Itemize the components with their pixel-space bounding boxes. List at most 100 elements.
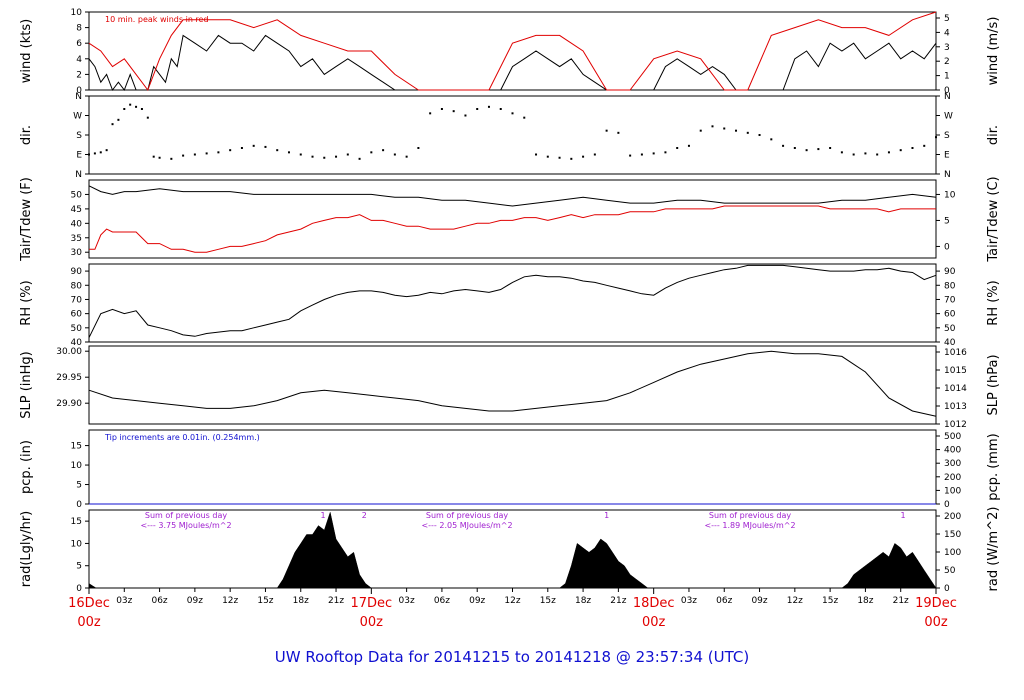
wind-dir-point: [711, 125, 714, 128]
ylabel-right-wind: wind (m/s): [986, 17, 1001, 86]
day-label-time: 00z: [77, 615, 101, 630]
ylabel-left-wind: wind (kts): [19, 19, 34, 83]
hour-tick-label: 12z: [222, 596, 238, 606]
wind-dir-point: [452, 110, 455, 113]
rh-series-0: [88, 264, 937, 338]
left-tick-label: N: [75, 170, 82, 180]
wind-dir-point: [252, 144, 255, 147]
temp-series-1: [89, 205, 936, 253]
right-tick-label: 4: [944, 28, 950, 38]
wind-dir-point: [335, 155, 338, 158]
right-tick-label: N: [944, 170, 951, 180]
wind-dir-point: [93, 152, 96, 155]
wind-dir-point: [535, 153, 538, 156]
wind-dir-point: [758, 134, 761, 136]
wind-dir-point: [105, 149, 108, 152]
day-label-time: 00z: [642, 615, 666, 630]
daily-sum-value: <--- 1.89 MJoules/m^2: [704, 521, 795, 530]
wind-dir-point: [876, 153, 879, 156]
ylabel-left-rh: RH (%): [19, 280, 34, 325]
wind-dir-point: [805, 149, 808, 152]
right-tick-label: 1013: [944, 402, 967, 412]
left-tick-label: 29.90: [56, 399, 82, 409]
wind-dir-point: [193, 153, 196, 156]
wind-dir-point: [464, 114, 467, 117]
wind-dir-point: [546, 155, 549, 158]
wind-dir-point: [382, 149, 385, 152]
hour-tick-label: 21z: [610, 596, 626, 606]
wind-dir-point: [699, 129, 702, 132]
wind-dir-point: [652, 152, 655, 155]
hour-tick-label: 06z: [434, 596, 450, 606]
wind-dir-point: [311, 155, 314, 158]
radiation-peak-mark: 1: [604, 511, 609, 520]
hour-tick-label: 03z: [681, 596, 697, 606]
right-tick-label: S: [944, 131, 950, 141]
wind-dir-point: [664, 151, 667, 154]
wind-dir-point: [746, 131, 749, 134]
day-label-date: 19Dec: [915, 596, 957, 611]
wind-dir-point: [640, 153, 643, 156]
wind-dir-point: [582, 155, 585, 158]
daily-sum-value: <--- 2.05 MJoules/m^2: [421, 521, 512, 530]
wind-dir-point: [299, 153, 302, 156]
wind-dir-point: [770, 138, 773, 141]
ylabel-right-temp: Tair/Tdew (C): [986, 176, 1001, 262]
right-tick-label: 200: [944, 512, 961, 522]
hour-tick-label: 12z: [787, 596, 803, 606]
left-tick-label: N: [75, 92, 82, 102]
ylabel-left-temp: Tair/Tdew (F): [19, 177, 34, 262]
wind-dir-point: [558, 156, 561, 159]
ylabel-left-slp: SLP (inHg): [19, 351, 34, 419]
hour-tick-label: 03z: [116, 596, 132, 606]
left-tick-label: 10: [71, 539, 83, 549]
ylabel-right-rh: RH (%): [986, 280, 1001, 325]
hour-tick-label: 18z: [857, 596, 873, 606]
left-tick-label: 35: [71, 234, 82, 244]
slp-series-0: [88, 350, 937, 417]
annotation-pcp: Tip increments are 0.01in. (0.254mm.): [104, 433, 260, 442]
wind-dir-point: [276, 149, 279, 152]
left-tick-label: 6: [76, 39, 82, 49]
wind-dir-point: [217, 151, 220, 154]
wind-dir-point: [323, 156, 326, 159]
left-tick-label: 60: [71, 310, 83, 320]
right-tick-label: 0: [944, 242, 950, 252]
wind-dir-point: [135, 105, 138, 108]
left-tick-label: 0: [76, 584, 82, 594]
right-tick-label: 10: [944, 190, 956, 200]
wind-dir-point: [440, 108, 443, 110]
hour-tick-label: 15z: [257, 596, 273, 606]
hour-tick-label: 21z: [328, 596, 344, 606]
left-tick-label: W: [73, 112, 82, 122]
radiation-area: [88, 511, 937, 589]
wind-dir-point: [523, 116, 526, 119]
hour-tick-label: 12z: [504, 596, 520, 606]
wind-dir-point: [687, 144, 690, 147]
wind-dir-point: [205, 152, 208, 155]
radiation-peak-mark: 1: [321, 511, 326, 520]
right-tick-label: 70: [944, 295, 956, 305]
right-tick-label: 80: [944, 281, 956, 291]
left-tick-label: 50: [71, 324, 83, 334]
panel-frame-temp: [88, 179, 937, 259]
right-tick-label: 100: [944, 486, 961, 496]
wind-dir-point: [911, 147, 914, 149]
right-tick-label: 400: [944, 446, 961, 456]
left-tick-label: 45: [71, 205, 82, 215]
right-tick-label: W: [944, 112, 953, 122]
left-tick-label: 29.95: [56, 373, 82, 383]
left-tick-label: 0: [76, 86, 82, 96]
wind-dir-point: [405, 155, 408, 158]
wind-dir-point: [417, 147, 420, 149]
hour-tick-label: 15z: [540, 596, 556, 606]
right-tick-label: 40: [944, 338, 956, 348]
right-tick-label: 300: [944, 459, 961, 469]
wind-dir-point: [899, 149, 902, 152]
day-label-time: 00z: [924, 615, 948, 630]
left-tick-label: 2: [76, 70, 82, 80]
hour-tick-label: 21z: [893, 596, 909, 606]
left-tick-label: 30.00: [56, 347, 82, 357]
left-tick-label: S: [76, 131, 82, 141]
hour-tick-label: 09z: [469, 596, 485, 606]
